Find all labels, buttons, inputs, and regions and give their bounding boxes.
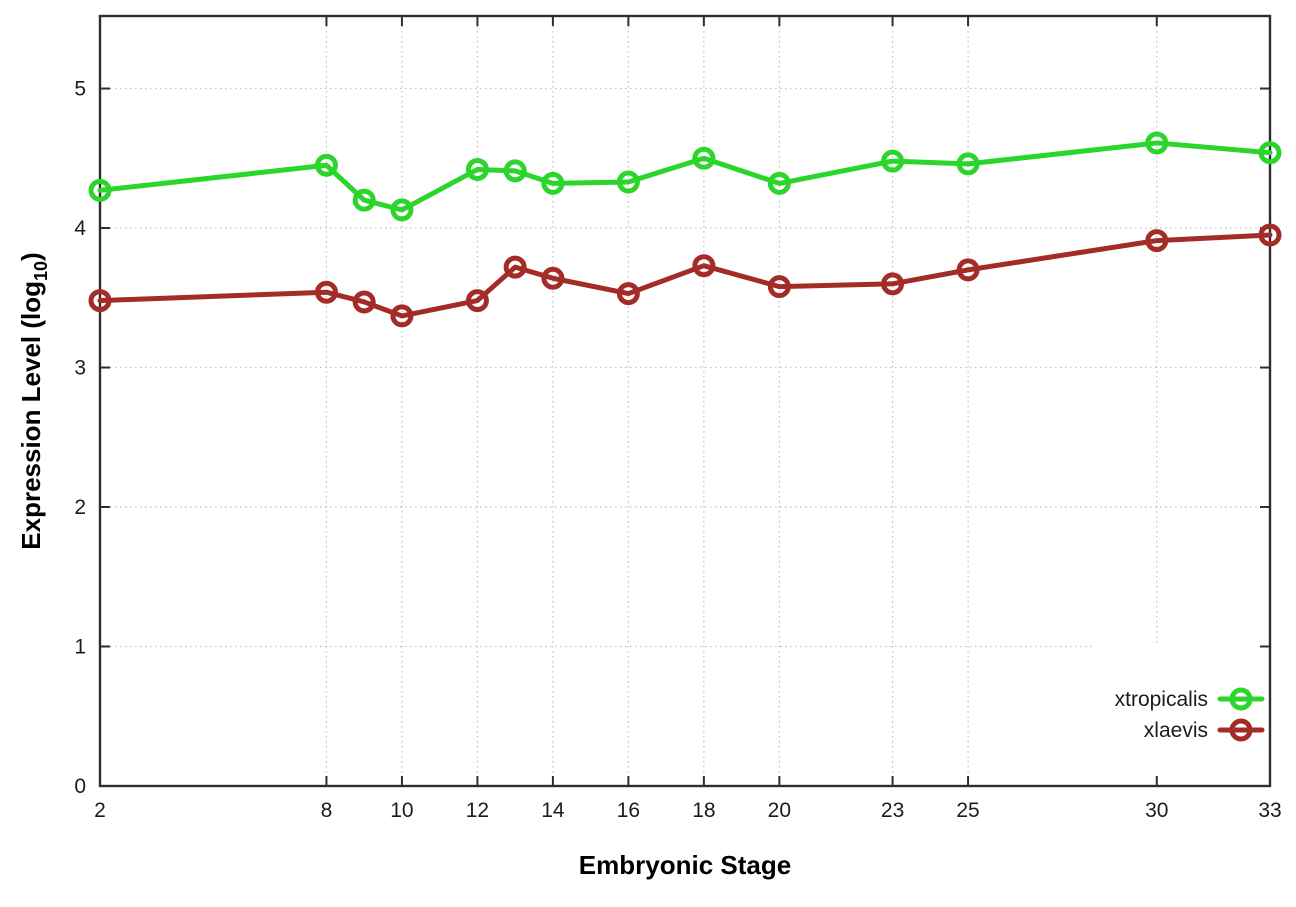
x-tick-label: 16 <box>617 799 640 822</box>
y-tick-label: 4 <box>74 217 86 240</box>
series-layer <box>88 131 1282 328</box>
series-marker-xtropicalis <box>465 157 489 181</box>
series-marker-xlaevis <box>503 255 527 279</box>
series-marker-xlaevis <box>1258 223 1282 247</box>
legend-sample-marker-xtropicalis <box>1229 687 1253 711</box>
series-line-xlaevis <box>97 232 1273 319</box>
series-marker-xlaevis <box>352 290 376 314</box>
legend-label-xtropicalis: xtropicalis <box>1115 688 1208 711</box>
x-tick-label: 25 <box>956 799 979 822</box>
series-marker-xlaevis <box>956 258 980 282</box>
series-marker-xlaevis <box>314 280 338 304</box>
x-tick-label: 8 <box>321 799 333 822</box>
x-tick-label: 18 <box>692 799 715 822</box>
legend-sample-marker-xlaevis <box>1229 718 1253 742</box>
series-marker-xtropicalis <box>881 149 905 173</box>
series-marker-xtropicalis <box>692 146 716 170</box>
plot-border <box>98 14 1272 788</box>
series-marker-xlaevis <box>767 275 791 299</box>
x-tick-label: 2 <box>94 799 106 822</box>
x-tick-label: 14 <box>541 799 565 822</box>
series-marker-xtropicalis <box>1258 141 1282 165</box>
x-tick-label: 10 <box>390 799 413 822</box>
series-marker-xlaevis <box>616 282 640 306</box>
y-tick-label: 5 <box>74 78 86 101</box>
grid-layer <box>99 16 1271 787</box>
series-marker-xlaevis <box>88 289 112 313</box>
series-marker-xlaevis <box>465 289 489 313</box>
x-tick-label: 20 <box>768 799 791 822</box>
legend-label-xlaevis: xlaevis <box>1144 719 1208 742</box>
series-marker-xtropicalis <box>616 170 640 194</box>
legend-background-layer <box>1095 645 1269 778</box>
series-marker-xlaevis <box>541 266 565 290</box>
legend-key-box <box>1095 645 1269 778</box>
series-marker-xtropicalis <box>390 198 414 222</box>
y-axis-title: Expression Level (log10) <box>16 252 51 549</box>
series-marker-xtropicalis <box>503 159 527 183</box>
x-tick-label: 23 <box>881 799 904 822</box>
y-tick-label: 1 <box>74 636 86 659</box>
series-marker-xtropicalis <box>314 153 338 177</box>
x-tick-label: 12 <box>466 799 489 822</box>
y-tick-label: 3 <box>74 357 86 380</box>
series-line-xtropicalis <box>97 140 1273 213</box>
legend: xtropicalis xlaevis <box>1115 687 1265 742</box>
series-marker-xlaevis <box>881 272 905 296</box>
x-tick-label: 33 <box>1258 799 1281 822</box>
series-marker-xlaevis <box>1145 229 1169 253</box>
y-tick-label: 0 <box>74 775 86 798</box>
series-marker-xlaevis <box>692 254 716 278</box>
x-tick-label: 30 <box>1145 799 1168 822</box>
series-marker-xtropicalis <box>88 178 112 202</box>
series-marker-xtropicalis <box>956 152 980 176</box>
series-marker-xlaevis <box>390 304 414 328</box>
title-layer: Embryonic Stage Expression Level (log10) <box>16 252 791 880</box>
y-tick-label: 2 <box>74 496 86 519</box>
x-axis-title: Embryonic Stage <box>579 850 791 880</box>
series-marker-xtropicalis <box>767 171 791 195</box>
series-marker-xtropicalis <box>1145 131 1169 155</box>
series-marker-xtropicalis <box>541 171 565 195</box>
series-marker-xtropicalis <box>352 188 376 212</box>
